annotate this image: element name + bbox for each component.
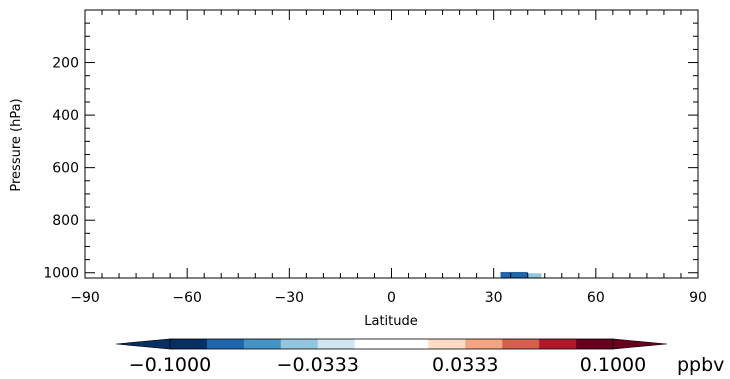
colorbar-segment bbox=[465, 339, 503, 349]
heatmap-cell-0 bbox=[337, 272, 365, 278]
heatmap-cell-2 bbox=[500, 271, 528, 278]
y-tick-label: 800 bbox=[52, 213, 79, 229]
y-tick-labels: 200 400 600 800 1000 bbox=[43, 56, 79, 282]
x-tick-label: 30 bbox=[485, 290, 503, 306]
y-tick-label: 1000 bbox=[43, 266, 79, 282]
colorbar-segment bbox=[280, 339, 318, 349]
x-tick-labels: −90 −60 −30 0 30 60 90 bbox=[70, 290, 707, 306]
colorbar-tick-label: 0.1000 bbox=[580, 354, 646, 376]
colorbar-segment bbox=[354, 339, 392, 349]
colorbar-segment bbox=[317, 339, 355, 349]
x-tick-label: 60 bbox=[587, 290, 605, 306]
colorbar-segment bbox=[243, 339, 282, 349]
colorbar-over-arrow bbox=[612, 338, 668, 350]
heatmap-cells bbox=[337, 270, 630, 278]
colorbar-frame bbox=[169, 338, 614, 350]
colorbar-under-arrow bbox=[115, 338, 171, 350]
heatmap-cell-1 bbox=[445, 274, 460, 278]
colorbar-tick-labels: −0.1000 −0.0333 0.0333 0.1000 bbox=[129, 354, 646, 376]
colorbar-segment bbox=[391, 339, 429, 349]
colorbar-tick-label: −0.0333 bbox=[277, 354, 359, 376]
colorbar-segment bbox=[206, 339, 245, 349]
y-axis-label: Pressure (hPa) bbox=[9, 98, 24, 191]
x-tick-label: −30 bbox=[275, 290, 305, 306]
heatmap-cell-6 bbox=[619, 270, 630, 278]
colorbar-segment bbox=[539, 339, 577, 349]
colorbar-unit-label: ppbv bbox=[677, 354, 724, 376]
colorbar-segment bbox=[170, 339, 208, 349]
colorbar-tick-label: 0.0333 bbox=[432, 354, 498, 376]
colorbar bbox=[115, 338, 668, 350]
axis-ticks bbox=[84, 10, 699, 278]
colorbar-segment bbox=[576, 339, 614, 349]
heatmap-cell-3 bbox=[527, 273, 542, 278]
colorbar-segment bbox=[502, 339, 540, 349]
y-tick-label: 600 bbox=[52, 161, 79, 177]
y-tick-label: 200 bbox=[52, 56, 79, 72]
y-tick-label: 400 bbox=[52, 108, 79, 124]
x-tick-label: −90 bbox=[70, 290, 100, 306]
x-axis-label: Latitude bbox=[364, 314, 418, 329]
plot-frame bbox=[84, 9, 699, 279]
x-tick-label: 0 bbox=[387, 290, 396, 306]
x-tick-label: 90 bbox=[689, 290, 707, 306]
x-tick-label: −60 bbox=[172, 290, 202, 306]
heatmap-cell-4 bbox=[565, 274, 583, 278]
colorbar-tick-label: −0.1000 bbox=[129, 354, 211, 376]
colorbar-segment bbox=[428, 339, 466, 349]
